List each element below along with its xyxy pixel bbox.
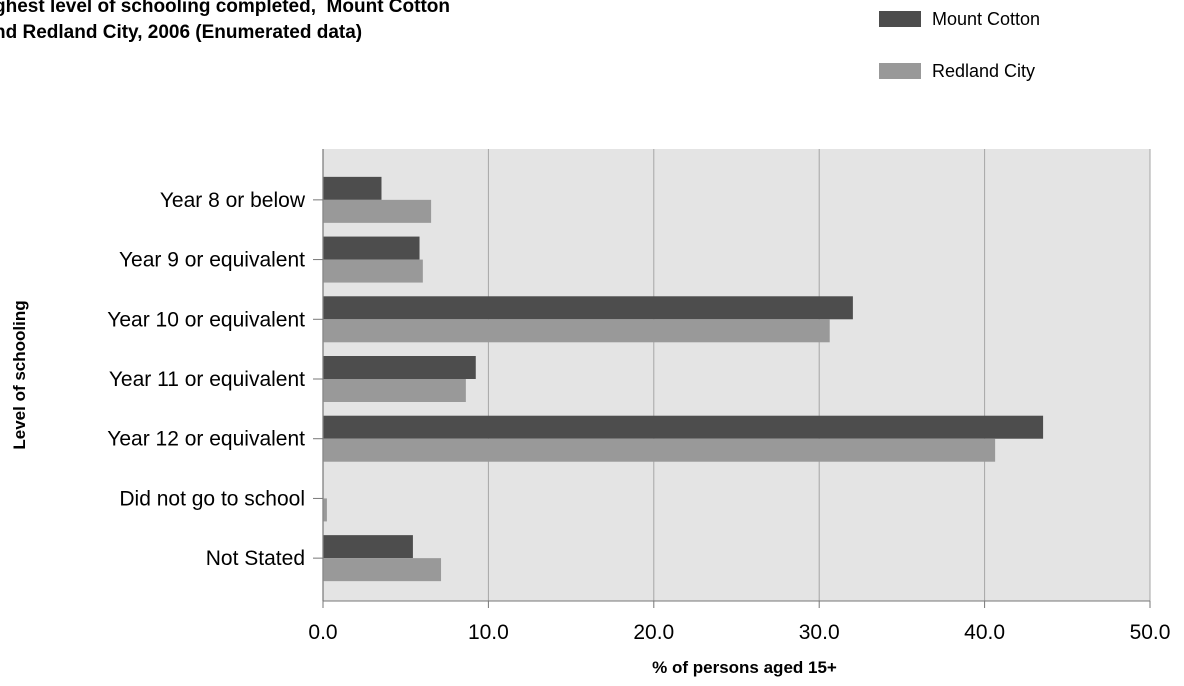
x-tick-label: 50.0 (1130, 621, 1171, 644)
bar-series-2 (323, 558, 442, 582)
bar-series-1 (323, 535, 413, 559)
legend-label-series-2: Redland City (932, 60, 1036, 81)
category-label: Year 8 or below (160, 189, 306, 212)
legend-label-series-1: Mount Cotton (932, 8, 1041, 29)
legend-swatch-series-1 (879, 11, 921, 27)
bar-series-2 (323, 379, 466, 402)
x-tick-label: 30.0 (799, 621, 840, 644)
bar-series-2 (323, 319, 830, 343)
x-tick-label: 20.0 (633, 621, 674, 644)
legend-item-series-1: Mount Cotton (879, 6, 1040, 32)
chart-title: ghest level of schooling completed, Moun… (0, 0, 450, 43)
bar-series-1 (323, 415, 1044, 439)
bar-series-1 (323, 356, 476, 379)
category-label: Did not go to school (119, 487, 305, 510)
category-label: Year 11 or equivalent (109, 368, 305, 391)
legend-item-series-2: Redland City (879, 58, 1040, 84)
legend-swatch-series-2 (879, 63, 921, 79)
bar-series-1 (323, 176, 382, 200)
category-label: Not Stated (206, 547, 305, 570)
y-axis-title: Level of schooling (10, 300, 29, 449)
legend: Mount Cotton Redland City (879, 6, 1040, 110)
category-label: Year 12 or equivalent (107, 428, 305, 451)
category-label: Year 10 or equivalent (107, 308, 305, 331)
x-tick-label: 10.0 (468, 621, 509, 644)
x-tick-label: 0.0 (308, 621, 337, 644)
bar-series-2 (323, 438, 996, 462)
bar-series-2 (323, 259, 423, 283)
x-axis-title: % of persons aged 15+ (652, 658, 837, 677)
bar-series-1 (323, 236, 420, 260)
category-label: Year 9 or equivalent (119, 249, 305, 272)
bar-series-1 (323, 296, 853, 320)
bar-series-2 (323, 199, 432, 223)
bar-series-2 (323, 498, 327, 522)
x-tick-label: 40.0 (964, 621, 1005, 644)
